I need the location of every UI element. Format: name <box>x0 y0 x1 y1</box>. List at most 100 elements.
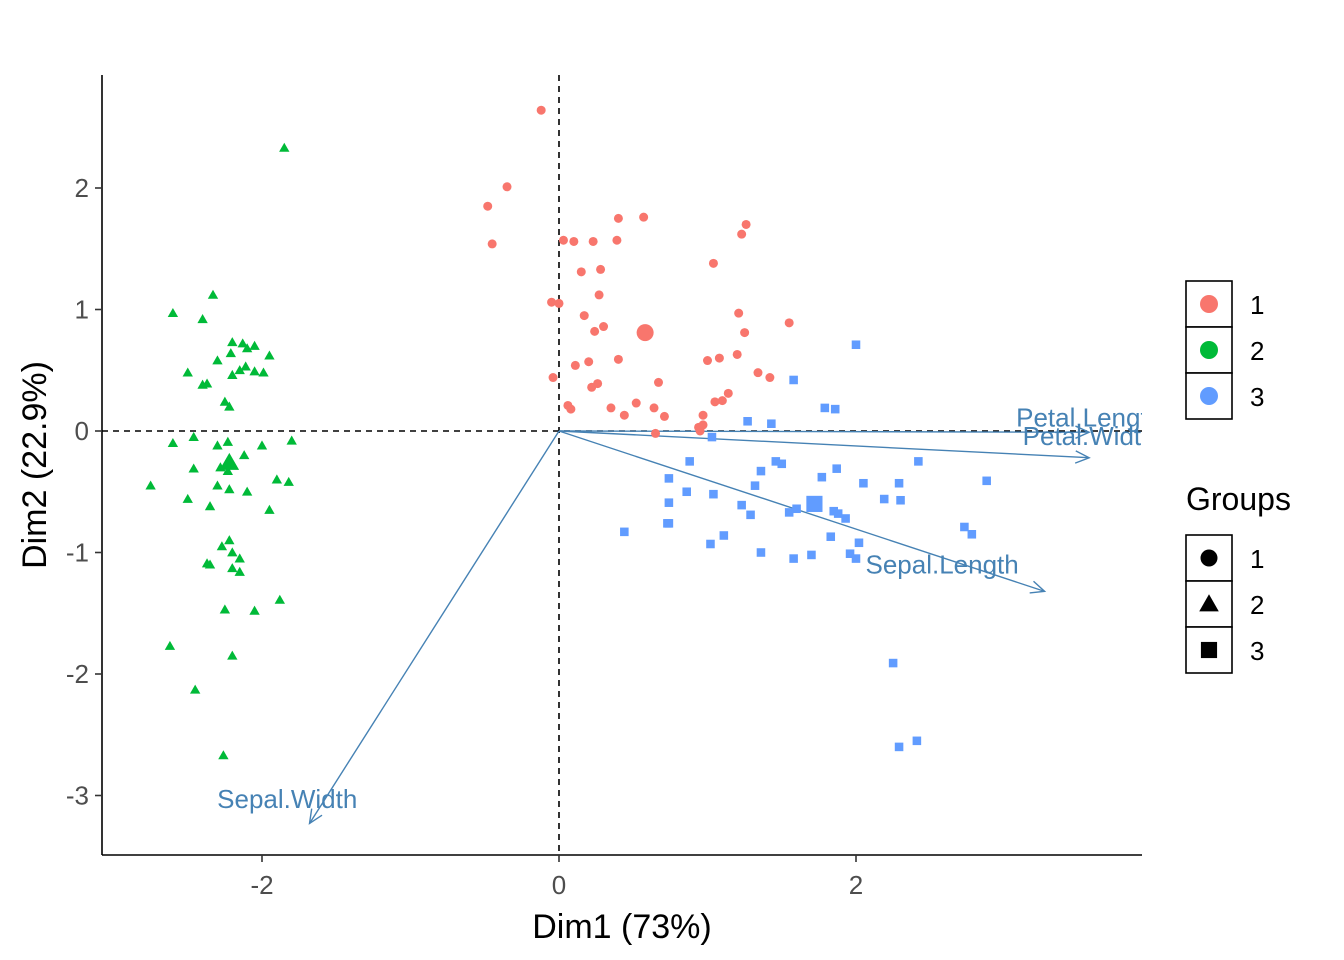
point-group-2 <box>164 640 176 650</box>
point-group-2 <box>241 486 253 496</box>
point-group-1 <box>613 213 623 223</box>
variable-label-petal-length: Petal.Length <box>1016 403 1162 433</box>
point-group-3 <box>664 519 674 528</box>
point-group-2 <box>286 435 297 445</box>
point-group-2 <box>145 480 156 490</box>
point-group-2 <box>204 501 216 511</box>
point-group-2 <box>212 440 223 450</box>
point-group-3 <box>833 509 843 518</box>
point-group-1 <box>765 373 775 383</box>
point-group-2 <box>240 361 251 371</box>
data-points <box>145 105 991 760</box>
arrow-sepal-width <box>308 430 560 824</box>
point-group-2 <box>212 355 223 365</box>
point-group-3 <box>894 478 904 488</box>
arrowhead-petal-length <box>1075 425 1091 439</box>
point-group-1 <box>547 297 557 307</box>
y-tick-label: 0 <box>75 416 89 446</box>
point-group-1 <box>619 410 629 420</box>
point-group-3 <box>845 549 855 558</box>
point-group-2 <box>271 474 283 484</box>
point-group-1 <box>566 404 576 414</box>
point-group-2 <box>207 289 219 299</box>
legend-label-color: 2 <box>1250 336 1264 366</box>
point-group-3 <box>851 554 861 563</box>
point-group-3 <box>832 464 841 473</box>
legend-key-shape-1 <box>1200 549 1218 567</box>
y-tick-label: -1 <box>66 538 89 568</box>
point-group-3 <box>746 510 755 520</box>
point-group-3 <box>664 474 674 483</box>
y-tick-label: -3 <box>66 781 89 811</box>
y-axis-title: Dim2 (22.9%) <box>16 361 54 569</box>
point-group-1 <box>606 403 616 413</box>
x-axis-ticks: -2 0 2 <box>250 855 863 900</box>
point-group-2 <box>234 365 245 375</box>
point-group-2 <box>249 340 260 350</box>
point-group-3 <box>820 403 830 413</box>
point-group-1 <box>576 267 586 277</box>
point-group-3 <box>767 419 776 428</box>
point-group-3 <box>859 478 868 488</box>
point-group-3 <box>854 538 864 548</box>
point-group-1 <box>659 411 669 421</box>
y-tick-label: -2 <box>66 659 89 689</box>
point-group-3 <box>620 527 629 537</box>
point-group-3 <box>784 508 794 517</box>
arrow-sepal-length <box>558 430 1045 593</box>
color-legend: 1 2 3 <box>1185 280 1264 420</box>
legend-label-color: 1 <box>1250 290 1264 320</box>
arrowhead-sepal-width <box>308 808 323 825</box>
point-group-2 <box>264 350 275 360</box>
point-group-1 <box>784 318 794 328</box>
point-group-1 <box>502 182 512 192</box>
point-group-3 <box>789 554 798 563</box>
point-group-2 <box>279 142 290 152</box>
point-group-1 <box>741 219 751 229</box>
point-group-1 <box>579 311 589 321</box>
point-group-2 <box>190 684 201 694</box>
x-axis-title: Dim1 (73%) <box>532 908 711 946</box>
point-group-3 <box>719 531 729 540</box>
point-group-3 <box>789 375 798 385</box>
point-group-3 <box>685 457 694 466</box>
arrowhead-sepal-length <box>1029 580 1047 594</box>
point-group-2 <box>182 493 193 503</box>
point-group-2 <box>224 401 235 411</box>
point-group-3 <box>750 481 760 490</box>
point-group-2 <box>227 563 238 573</box>
arrow-petal-length <box>558 430 1090 433</box>
centroid-group-2 <box>219 452 240 470</box>
point-group-3 <box>756 548 766 557</box>
group-centroids <box>219 324 823 512</box>
legend-key-color-3 <box>1200 387 1218 405</box>
point-group-2 <box>197 379 208 389</box>
variable-label-sepal-width: Sepal.Width <box>217 784 357 814</box>
point-group-3 <box>896 495 905 505</box>
shape-legend-title: Groups <box>1186 481 1291 517</box>
point-group-3 <box>664 498 674 507</box>
point-group-2 <box>249 366 260 376</box>
point-group-3 <box>737 500 746 510</box>
point-group-3 <box>967 530 977 539</box>
point-group-1 <box>717 396 727 406</box>
point-group-1 <box>723 388 733 398</box>
point-group-3 <box>912 736 922 746</box>
point-group-3 <box>826 532 836 541</box>
point-group-2 <box>249 605 260 615</box>
point-group-1 <box>599 322 609 332</box>
point-group-2 <box>197 314 208 324</box>
variable-arrows <box>308 425 1091 825</box>
legend-label-shape: 1 <box>1250 544 1264 574</box>
legend-label-color: 3 <box>1250 382 1264 412</box>
reference-lines <box>102 75 1142 855</box>
point-group-3 <box>888 658 898 668</box>
point-group-1 <box>714 353 724 363</box>
point-group-1 <box>734 308 744 318</box>
point-group-1 <box>594 290 604 300</box>
point-group-3 <box>851 340 861 350</box>
x-tick-label: -2 <box>250 870 273 900</box>
legend-key-color-1 <box>1200 295 1218 313</box>
